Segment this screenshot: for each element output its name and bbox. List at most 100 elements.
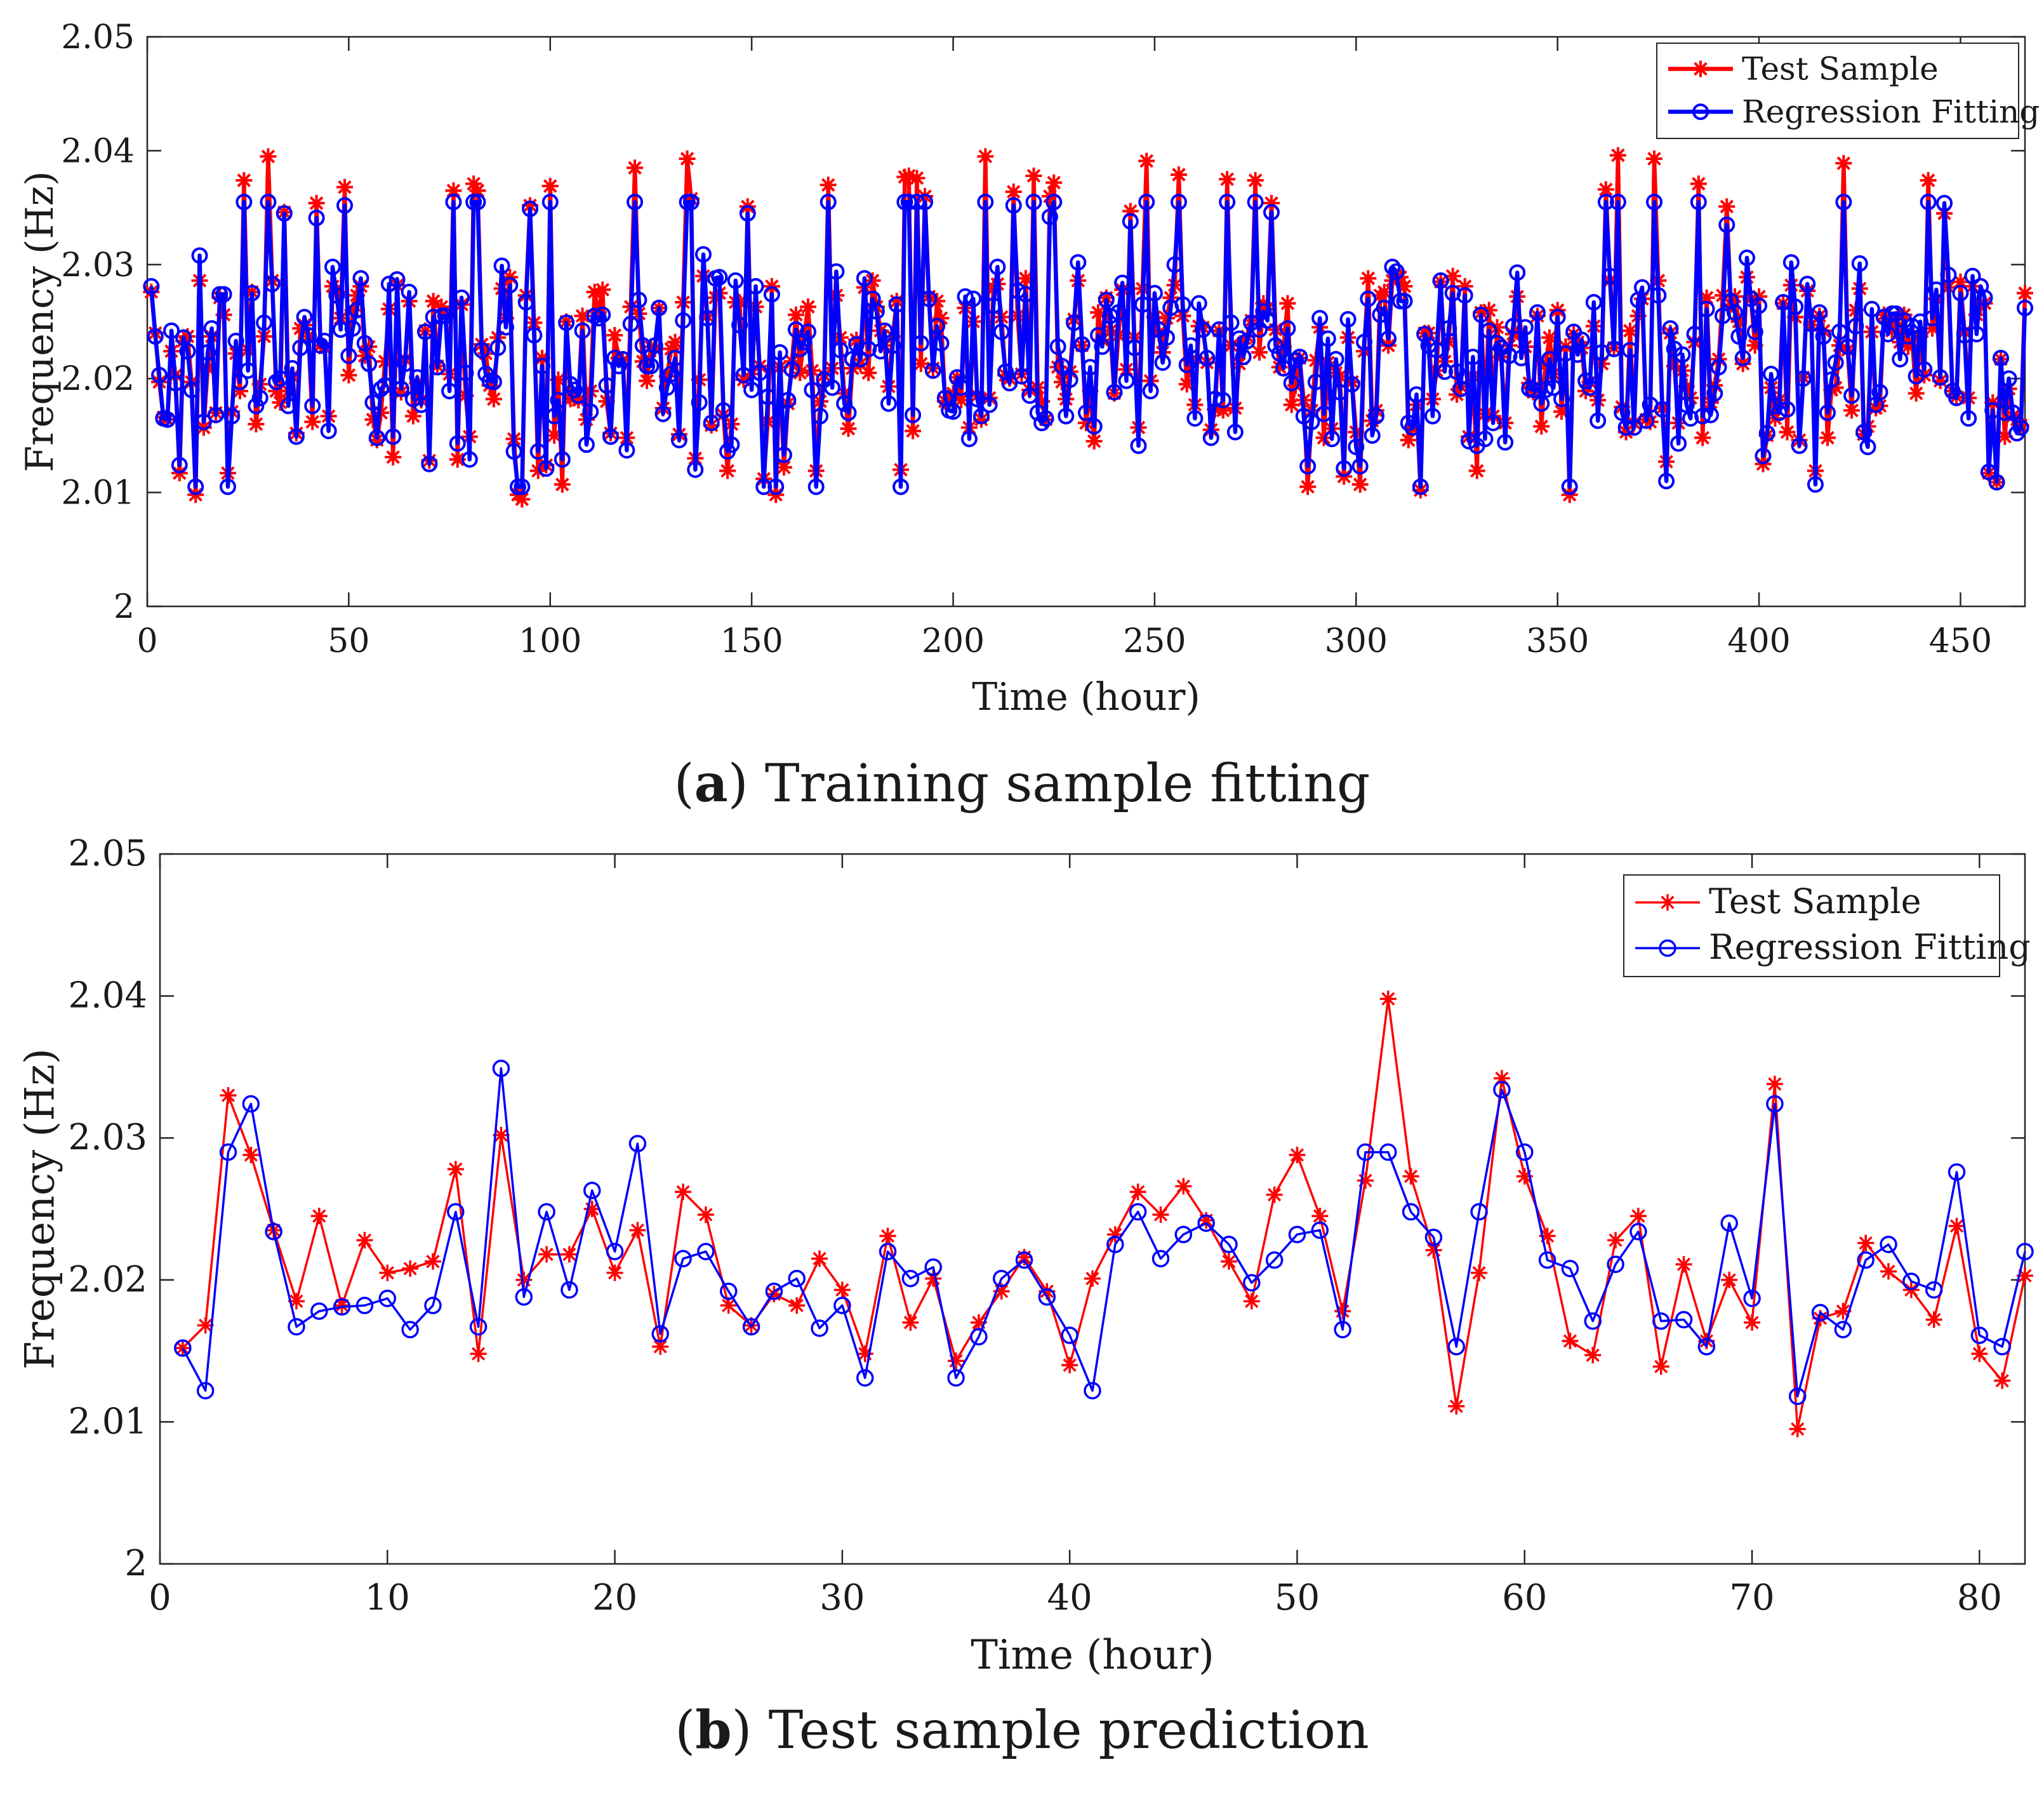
panel-a-ytick-label: 2.02 <box>61 360 135 398</box>
panel-b-point-test-sample <box>197 1317 214 1334</box>
panel-a-point-regression-fitting <box>1420 337 1437 354</box>
panel-b-point-regression-fitting <box>1447 1338 1466 1356</box>
panel-b-point-regression-fitting <box>811 1319 828 1337</box>
panel-a-point-regression-fitting <box>1654 401 1671 418</box>
panel-a-point-regression-fitting <box>1855 424 1873 441</box>
panel-a-point-regression-fitting <box>223 408 241 425</box>
panel-b-legend-marker <box>1659 894 1676 911</box>
panel-a-point-regression-fitting <box>590 310 607 327</box>
panel-a-point-regression-fitting <box>1195 321 1212 338</box>
panel-a-point-test-sample-glyph <box>1420 324 1437 342</box>
panel-a-point-regression-fitting <box>945 403 962 420</box>
panel-a-point-regression-fitting <box>248 397 265 415</box>
panel-a-point-regression-fitting <box>1259 312 1276 329</box>
panel-b-xtick-label: 20 <box>592 1577 637 1618</box>
panel-a-point-regression-fitting <box>1331 384 1348 401</box>
panel-b-point-regression-fitting <box>1811 1304 1829 1321</box>
panel-a-point-regression-fitting <box>1114 274 1131 291</box>
panel-a-point-regression-fitting <box>392 380 409 397</box>
panel-b-series-line <box>182 998 2026 1431</box>
panel-a-point-test-sample-glyph <box>570 392 587 409</box>
panel-a-point-test-sample-glyph <box>1621 322 1638 339</box>
panel-a-point-test-sample <box>679 150 696 167</box>
panel-a-point-test-sample-glyph <box>356 347 373 364</box>
panel-a-point-test-sample <box>1263 194 1280 211</box>
panel-a-point-test-sample-glyph <box>1541 329 1558 346</box>
panel-a-point-test-sample-glyph <box>425 293 442 310</box>
panel-b-point-test-sample <box>788 1297 806 1314</box>
panel-a-point-test-sample <box>195 419 212 436</box>
panel-a-point-test-sample <box>800 298 817 316</box>
panel-b-point-test-sample <box>379 1264 396 1281</box>
panel-a-point-regression-fitting <box>1880 326 1897 343</box>
panel-a-point-test-sample-glyph <box>541 178 559 195</box>
panel-a-point-test-sample <box>627 159 644 177</box>
panel-a-point-test-sample <box>485 390 502 408</box>
panel-a-point-regression-fitting <box>1573 331 1590 349</box>
panel-a-point-regression-fitting <box>461 451 478 468</box>
panel-b-point-test-sample <box>1835 1302 1852 1319</box>
panel-a-point-regression-fitting <box>1585 294 1602 311</box>
panel-a-point-test-sample <box>1078 415 1094 432</box>
panel-a-point-test-sample <box>1025 167 1042 184</box>
panel-b-point-test-sample-glyph <box>220 1087 237 1104</box>
panel-b-point-test-sample-glyph <box>242 1147 260 1164</box>
panel-a-point-test-sample <box>2017 284 2033 302</box>
panel-b-point-test-sample-glyph <box>1106 1226 1124 1243</box>
panel-a-point-test-sample-glyph <box>236 172 253 189</box>
panel-a-point-test-sample <box>336 178 354 196</box>
panel-a-point-regression-fitting <box>268 373 285 390</box>
panel-b-point-test-sample-glyph <box>561 1246 578 1263</box>
panel-a-point-test-sample <box>1533 418 1550 435</box>
panel-a-point-test-sample <box>1932 372 1949 389</box>
panel-a-point-test-sample <box>368 432 385 449</box>
panel-a-point-regression-fitting <box>775 446 792 464</box>
panel-a-point-test-sample-glyph <box>1553 403 1570 420</box>
panel-a-point-test-sample-glyph <box>1694 429 1711 446</box>
panel-a-point-test-sample <box>1734 355 1751 372</box>
panel-a-point-regression-fitting <box>1146 284 1163 302</box>
panel-b-point-test-sample <box>970 1314 987 1331</box>
panel-a-point-regression-fitting <box>1408 386 1425 403</box>
panel-b-point-test-sample <box>583 1201 601 1217</box>
panel-a-point-regression-fitting <box>529 443 547 460</box>
panel-a-point-test-sample-glyph <box>1871 397 1888 415</box>
panel-a-point-test-sample <box>260 148 277 165</box>
panel-a-point-regression-fitting <box>602 428 619 445</box>
panel-a-point-test-sample <box>1553 403 1570 420</box>
panel-a-point-test-sample-glyph <box>1952 273 1969 290</box>
panel-b-point-test-sample <box>1584 1347 1602 1364</box>
panel-b-point-test-sample-glyph <box>1175 1178 1192 1195</box>
panel-a-point-test-sample-glyph <box>1480 302 1497 319</box>
panel-a-point-regression-fitting <box>1219 194 1236 211</box>
panel-b-point-regression-fitting <box>1038 1288 1056 1306</box>
panel-a-point-regression-fitting <box>917 194 934 211</box>
panel-a-point-regression-fitting <box>1098 291 1115 309</box>
panel-a-point-test-sample-glyph <box>481 377 498 394</box>
panel-a-point-regression-fitting <box>840 404 857 422</box>
panel-b-point-regression-fitting <box>1743 1290 1761 1307</box>
panel-a-point-regression-fitting <box>401 283 418 300</box>
panel-a-point-regression-fitting <box>957 288 974 305</box>
panel-b-point-test-sample <box>1539 1227 1556 1244</box>
panel-a-point-test-sample <box>1283 396 1300 413</box>
panel-a-point-regression-fitting <box>1336 460 1353 477</box>
panel-a-xtick-label: 0 <box>136 622 157 660</box>
panel-b-point-regression-fitting <box>1151 1250 1170 1268</box>
panel-a-point-regression-fitting <box>236 194 253 211</box>
panel-a-point-test-sample-glyph <box>820 177 837 194</box>
panel-a-point-regression-fitting <box>324 258 341 276</box>
panel-a-point-regression-fitting <box>368 429 385 446</box>
panel-b-point-test-sample-glyph <box>493 1126 510 1144</box>
panel-b-point-test-sample-glyph <box>1857 1234 1875 1251</box>
panel-a-point-test-sample-glyph <box>529 462 547 479</box>
panel-a-point-regression-fitting <box>1621 342 1638 359</box>
panel-b-point-test-sample <box>1744 1314 1761 1331</box>
panel-a-point-regression-fitting <box>1178 356 1195 373</box>
panel-a-point-regression-fitting <box>1327 350 1344 368</box>
panel-a-point-test-sample-glyph <box>574 307 591 324</box>
panel-a-point-regression-fitting <box>1315 405 1332 422</box>
panel-a-point-regression-fitting <box>489 339 507 356</box>
panel-a-point-regression-fitting <box>920 290 938 307</box>
panel-a-point-regression-fitting <box>1339 310 1357 328</box>
